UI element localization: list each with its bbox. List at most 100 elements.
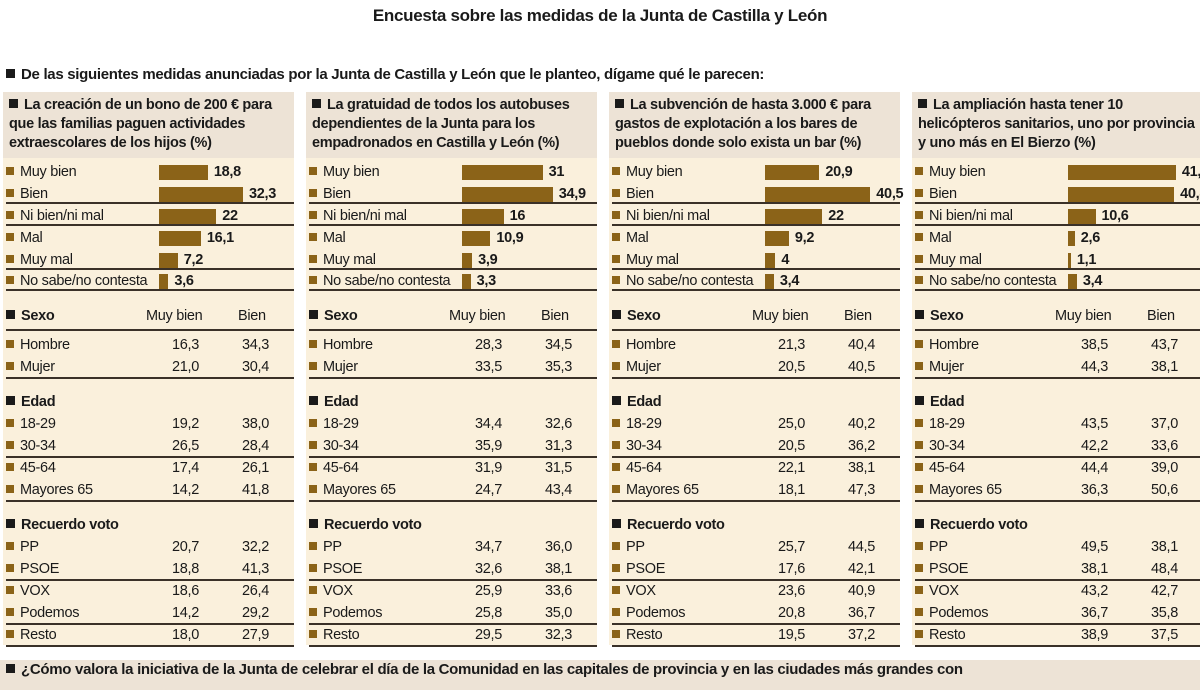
divider: [915, 289, 1200, 291]
bien-value: 36,0: [544, 539, 572, 555]
divider: [612, 645, 900, 647]
breakdown-label: 18-29: [20, 416, 56, 432]
section-header: Recuerdo voto: [6, 514, 294, 536]
divider: [915, 645, 1200, 647]
breakdown-row: Podemos 20,8 36,7: [612, 602, 900, 624]
bar-row: Muy bien 31: [309, 161, 597, 183]
square-bullet-icon: [309, 255, 317, 263]
bar-row: No sabe/no contesta 3,3: [309, 270, 597, 292]
square-bullet-icon: [6, 519, 15, 528]
bien-value: 29,2: [241, 605, 269, 621]
square-bullet-icon: [612, 485, 620, 493]
bar-value-label: 2,6: [1080, 230, 1101, 246]
bar-value-label: 3,9: [478, 252, 498, 268]
breakdown-label: Mujer: [626, 359, 661, 375]
section-title: Sexo: [324, 308, 358, 324]
muy-bien-value: 17,4: [171, 460, 199, 476]
section-title: Recuerdo voto: [627, 517, 725, 533]
square-bullet-icon: [309, 441, 317, 449]
muy-bien-value: 38,1: [1080, 561, 1108, 577]
bar-row: Mal 2,6: [915, 227, 1200, 249]
breakdown-label: Podemos: [626, 605, 686, 621]
bien-value: 38,1: [847, 460, 875, 476]
breakdown-label: 30-34: [626, 438, 662, 454]
square-bullet-icon: [6, 586, 14, 594]
bar: [765, 253, 776, 268]
breakdown-row: PSOE 38,1 48,4: [915, 558, 1200, 580]
square-bullet-icon: [312, 99, 321, 108]
bar-row: Muy mal 4: [612, 249, 900, 271]
square-bullet-icon: [309, 630, 317, 638]
breakdown-row: Hombre 21,3 40,4: [612, 334, 900, 356]
bar-value-label: 10,9: [496, 230, 524, 246]
square-bullet-icon: [6, 463, 14, 471]
breakdown-label: Hombre: [929, 337, 979, 353]
bar: [1068, 231, 1075, 246]
survey-question: De las siguientes medidas anunciadas por…: [6, 66, 764, 83]
divider: [612, 579, 900, 581]
muy-bien-value: 18,8: [171, 561, 199, 577]
bar-value-label: 20,9: [825, 164, 853, 180]
divider: [612, 456, 900, 458]
bar-row: Mal 16,1: [6, 227, 294, 249]
column-header-muy-bien: Muy bien: [146, 308, 203, 324]
breakdown-label: 18-29: [929, 416, 965, 432]
bien-value: 26,4: [241, 583, 269, 599]
bar: [1068, 187, 1175, 202]
section-header: Edad: [915, 391, 1200, 413]
bar-category-label: Ni bien/ni mal: [20, 208, 104, 224]
bien-value: 30,4: [241, 359, 269, 375]
column-header-bien: Bien: [541, 308, 569, 324]
bar-category-label: Ni bien/ni mal: [626, 208, 710, 224]
bar-row: Muy bien 18,8: [6, 161, 294, 183]
bar-value-label: 16,1: [206, 230, 234, 246]
square-bullet-icon: [309, 519, 318, 528]
bar-category-label: No sabe/no contesta: [626, 273, 754, 289]
divider: [6, 289, 294, 291]
breakdown-label: Mujer: [929, 359, 964, 375]
breakdown-label: Podemos: [929, 605, 989, 621]
panel-title: La subvención de hasta 3.000 € para gast…: [615, 97, 871, 151]
square-bullet-icon: [915, 255, 923, 263]
breakdown-label: Resto: [626, 627, 663, 643]
bar-row: Bien 34,9: [309, 183, 597, 205]
breakdown-label: Mujer: [323, 359, 358, 375]
square-bullet-icon: [612, 586, 620, 594]
square-bullet-icon: [309, 233, 317, 241]
breakdown-row: Resto 29,5 32,3: [309, 624, 597, 646]
divider: [6, 377, 294, 379]
muy-bien-value: 19,2: [171, 416, 199, 432]
bien-value: 35,0: [544, 605, 572, 621]
bottom-question: ¿Cómo valora la iniciativa de la Junta d…: [0, 660, 1200, 690]
muy-bien-value: 36,7: [1080, 605, 1108, 621]
divider: [612, 224, 900, 226]
muy-bien-value: 44,4: [1080, 460, 1108, 476]
section-header: Edad: [309, 391, 597, 413]
square-bullet-icon: [612, 362, 620, 370]
square-bullet-icon: [612, 519, 621, 528]
divider: [612, 377, 900, 379]
breakdown-label: Podemos: [323, 605, 383, 621]
bien-value: 33,6: [544, 583, 572, 599]
square-bullet-icon: [309, 189, 317, 197]
square-bullet-icon: [915, 276, 923, 284]
bien-value: 41,3: [241, 561, 269, 577]
square-bullet-icon: [915, 340, 923, 348]
bar: [159, 231, 201, 246]
muy-bien-value: 28,3: [474, 337, 502, 353]
muy-bien-value: 33,5: [474, 359, 502, 375]
bien-value: 27,9: [241, 627, 269, 643]
breakdown-row: Mujer 33,5 35,3: [309, 356, 597, 378]
section-title: Recuerdo voto: [21, 517, 119, 533]
bar: [159, 187, 243, 202]
divider: [6, 623, 294, 625]
breakdown-label: Hombre: [626, 337, 676, 353]
bien-value: 44,5: [847, 539, 875, 555]
square-bullet-icon: [309, 211, 317, 219]
breakdown-row: 30-34 35,9 31,3: [309, 435, 597, 457]
square-bullet-icon: [6, 233, 14, 241]
bien-value: 31,5: [544, 460, 572, 476]
bien-value: 31,3: [544, 438, 572, 454]
divider: [915, 268, 1200, 270]
bottom-question-text: ¿Cómo valora la iniciativa de la Junta d…: [21, 661, 963, 678]
